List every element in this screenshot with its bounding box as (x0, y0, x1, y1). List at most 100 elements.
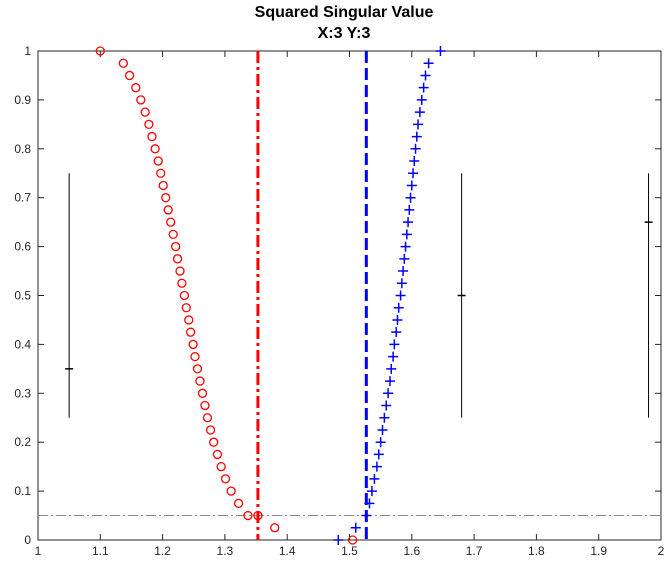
red-circle-point (175, 266, 185, 276)
blue-plus-point (414, 107, 425, 118)
x-tick-label: 1.8 (528, 544, 545, 558)
red-circle-point (124, 70, 135, 81)
x-tick-label: 1.1 (92, 544, 109, 558)
blue-plus-point (396, 278, 407, 289)
red-circle-point (131, 83, 141, 93)
red-circle-point (136, 95, 146, 105)
x-tick-label: 1.3 (217, 544, 234, 558)
y-tick-label: 0.9 (14, 93, 31, 107)
red-circle-point (253, 510, 263, 521)
blue-plus-point (399, 253, 410, 264)
blue-plus-point (403, 217, 414, 228)
y-tick-label: 0.5 (14, 289, 31, 303)
red-circle-point (163, 205, 173, 215)
x-tick-label: 1.4 (279, 544, 296, 558)
red-circle-point (200, 400, 210, 411)
blue-plus-point (423, 58, 434, 69)
y-tick-label: 0.2 (14, 435, 31, 449)
y-tick-label: 1 (24, 44, 31, 58)
y-tick-label: 0.8 (14, 142, 31, 156)
blue-plus-point (413, 119, 424, 130)
blue-plus-point (388, 351, 399, 362)
red-circle-point (190, 351, 200, 362)
blue-plus-point (409, 156, 420, 167)
red-circle-point (202, 413, 213, 423)
y-tick-label: 0 (24, 533, 31, 547)
blue-plus-point (389, 339, 400, 350)
red-circle-point (118, 58, 129, 68)
red-circle-point (212, 449, 223, 460)
blue-plus-point (364, 498, 375, 509)
x-tick-label: 1.9 (590, 544, 607, 558)
blue-plus-point (410, 143, 421, 154)
red-circle-point (216, 461, 226, 472)
chart-title: Squared Singular Value (255, 4, 434, 21)
red-circle-point (166, 217, 176, 227)
x-tick-label: 1.5 (341, 544, 358, 558)
red-circle-point (233, 498, 244, 508)
blue-plus-point (386, 363, 397, 374)
blue-plus-point (400, 241, 411, 252)
red-circle-point (205, 425, 216, 435)
red-circle-point (95, 46, 105, 56)
axes-box (37, 50, 662, 541)
red-circle-point (150, 144, 160, 154)
red-circle-point (197, 388, 208, 398)
red-circle-point (195, 376, 205, 386)
blue-plus-point (404, 204, 415, 215)
blue-plus-point (381, 400, 392, 411)
blue-plus-point (418, 82, 429, 93)
red-circle-point (179, 290, 190, 301)
red-circle-point (158, 180, 168, 191)
x-tick-label: 1.7 (466, 544, 483, 558)
blue-plus-point (406, 180, 417, 191)
blue-plus-point (401, 229, 412, 240)
red-circle-point (177, 278, 187, 288)
red-circle-point (347, 535, 358, 545)
blue-plus-point (398, 266, 409, 277)
blue-plus-point (384, 376, 395, 387)
red-circle-point (168, 229, 178, 240)
y-tick-label: 0.3 (14, 386, 31, 400)
blue-plus-point (379, 412, 390, 423)
x-tick-label: 1.2 (154, 544, 171, 558)
y-tick-label: 0.1 (14, 484, 31, 498)
blue-plus-point (369, 473, 380, 484)
blue-plus-point (391, 327, 402, 338)
red-circle-point (188, 339, 198, 350)
red-circle-point (185, 327, 196, 337)
blue-plus-point (375, 437, 386, 448)
blue-plus-point (383, 388, 394, 399)
blue-plus-point (333, 535, 344, 545)
red-circle-point (192, 364, 203, 374)
blue-plus-point (371, 461, 382, 472)
red-circle-point (156, 168, 166, 178)
blue-plus-point (405, 192, 416, 203)
red-circle-point (226, 486, 236, 496)
red-circle-point (270, 523, 280, 533)
blue-plus-point (373, 449, 384, 460)
blue-plus-point (408, 168, 419, 179)
y-tick-label: 0.7 (14, 191, 31, 205)
red-circle-point (153, 156, 163, 166)
blue-plus-point (435, 46, 446, 56)
blue-plus-point (366, 486, 377, 497)
red-circle-point (220, 474, 231, 484)
red-circle-point (243, 510, 253, 521)
red-circle-point (181, 303, 191, 313)
blue-plus-point (350, 522, 361, 533)
red-circle-point (144, 119, 154, 129)
chart-subtitle: X:3 Y:3 (318, 25, 371, 42)
blue-plus-point (395, 290, 406, 301)
x-tick-label: 1.6 (403, 544, 420, 558)
red-circle-point (140, 107, 150, 117)
red-circle-point (184, 315, 194, 325)
x-tick-label: 1 (35, 544, 42, 558)
red-circle-point (147, 131, 157, 142)
blue-plus-point (392, 314, 403, 325)
blue-plus-point (377, 424, 388, 435)
blue-plus-point (411, 131, 422, 142)
red-circle-point (161, 193, 171, 203)
red-circle-point (209, 437, 219, 447)
